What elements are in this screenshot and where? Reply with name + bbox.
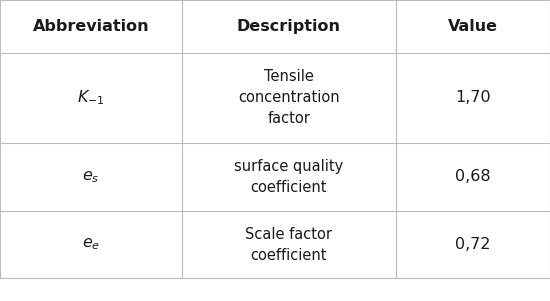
Text: $e_e$: $e_e$ [81, 237, 100, 253]
Text: Value: Value [448, 19, 498, 34]
Text: Description: Description [236, 19, 341, 34]
Text: Scale factor
coefficient: Scale factor coefficient [245, 227, 332, 262]
Text: 1,70: 1,70 [455, 90, 491, 105]
Text: 0,72: 0,72 [455, 237, 491, 252]
Text: $e_s$: $e_s$ [82, 169, 100, 185]
Text: Abbreviation: Abbreviation [32, 19, 149, 34]
Text: Tensile
concentration
factor: Tensile concentration factor [238, 69, 339, 126]
Text: surface quality
coefficient: surface quality coefficient [234, 159, 343, 195]
Text: 0,68: 0,68 [455, 169, 491, 184]
Text: $K_{-1}$: $K_{-1}$ [77, 88, 104, 107]
